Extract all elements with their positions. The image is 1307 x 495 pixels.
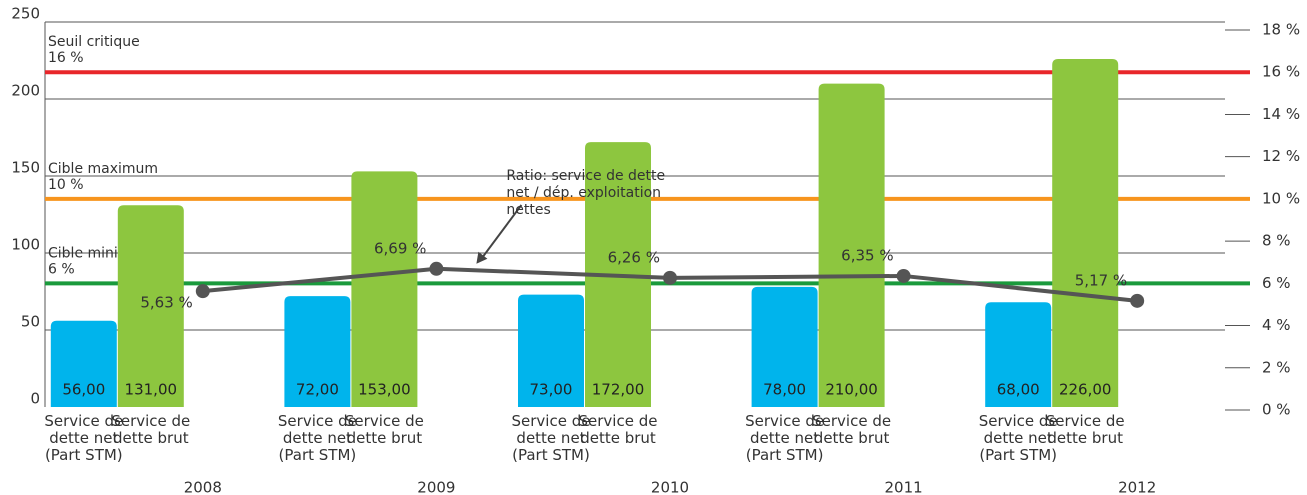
bar (985, 302, 1052, 407)
bar-value-label: 78,00 (763, 381, 806, 399)
x-series-label: Service de dette brut (812, 412, 892, 447)
bar (818, 83, 885, 407)
line-value-label: 5,17 % (1075, 271, 1127, 289)
x-tick-label: 2012 (1118, 479, 1156, 495)
annotation: Ratio: service de dette net / dép. explo… (506, 168, 666, 218)
line-value-label: 6,69 % (374, 239, 426, 257)
y2-tick-label: 16 % (1262, 63, 1300, 81)
x-series-label: Service de dette net (Part STM) (44, 412, 124, 464)
y-tick-label: 50 (21, 313, 40, 331)
bar (117, 205, 184, 407)
y2-tick-label: 18 % (1262, 21, 1300, 39)
threshold-value-label: 16 % (48, 50, 84, 66)
line-value-label: 6,35 % (841, 246, 893, 264)
y2-tick-label: 6 % (1262, 274, 1291, 292)
x-series-label: Service de dette brut (344, 412, 424, 447)
threshold-name: Seuil critique (48, 34, 140, 50)
bar-value-label: 72,00 (296, 381, 339, 399)
x-tick-label: 2010 (651, 479, 689, 495)
bar (1052, 58, 1119, 408)
line-point (1130, 293, 1145, 308)
y2-tick-label: 8 % (1262, 232, 1291, 250)
line-value-label: 6,26 % (608, 248, 660, 266)
line-point (195, 284, 210, 299)
x-tick-label: 2009 (417, 479, 455, 495)
bar (518, 294, 584, 407)
y2-tick-label: 12 % (1262, 147, 1300, 165)
x-series-label: Service de dette brut (1045, 412, 1125, 447)
x-tick-label: 2008 (184, 479, 222, 495)
y-tick-label: 150 (11, 159, 40, 177)
threshold-name: Cible maximum (48, 161, 158, 177)
bar-value-label: 172,00 (592, 381, 645, 399)
y-tick-label: 100 (11, 236, 40, 254)
y-tick-label: 250 (11, 5, 40, 23)
bar (50, 320, 117, 407)
bar-value-label: 73,00 (530, 381, 573, 399)
y2-tick-label: 2 % (1262, 358, 1291, 376)
line-point (429, 261, 444, 276)
line-point (896, 268, 911, 283)
bar (751, 286, 818, 407)
y-tick-label: 200 (11, 82, 40, 100)
bar-value-label: 68,00 (997, 381, 1040, 399)
bar (351, 171, 418, 407)
bar-value-label: 131,00 (125, 381, 178, 399)
threshold-value-label: 6 % (48, 261, 75, 277)
annotation-arrow (480, 204, 523, 260)
y2-tick-label: 14 % (1262, 105, 1300, 123)
y-tick-label: 0 (30, 390, 40, 408)
bar-value-label: 226,00 (1059, 381, 1112, 399)
line-value-label: 5,63 % (140, 294, 192, 312)
bar (284, 296, 351, 407)
x-series-label: Service de dette net (Part STM) (277, 412, 357, 464)
annotation-arrowhead (476, 251, 488, 264)
bar-value-label: 153,00 (358, 381, 411, 399)
bar-value-label: 210,00 (825, 381, 878, 399)
x-series-label: Service de dette net (Part STM) (511, 412, 591, 464)
y2-tick-label: 0 % (1262, 401, 1291, 419)
y2-tick-label: 10 % (1262, 189, 1300, 207)
bar-value-label: 56,00 (62, 381, 105, 399)
x-series-label: Service de dette brut (578, 412, 658, 447)
x-series-label: Service de dette brut (111, 412, 191, 447)
threshold-value-label: 10 % (48, 177, 84, 193)
x-series-label: Service de dette net (Part STM) (978, 412, 1058, 464)
x-tick-label: 2011 (885, 479, 923, 495)
x-series-label: Service de dette net (Part STM) (745, 412, 825, 464)
y2-tick-label: 4 % (1262, 316, 1291, 334)
line-point (663, 270, 677, 285)
